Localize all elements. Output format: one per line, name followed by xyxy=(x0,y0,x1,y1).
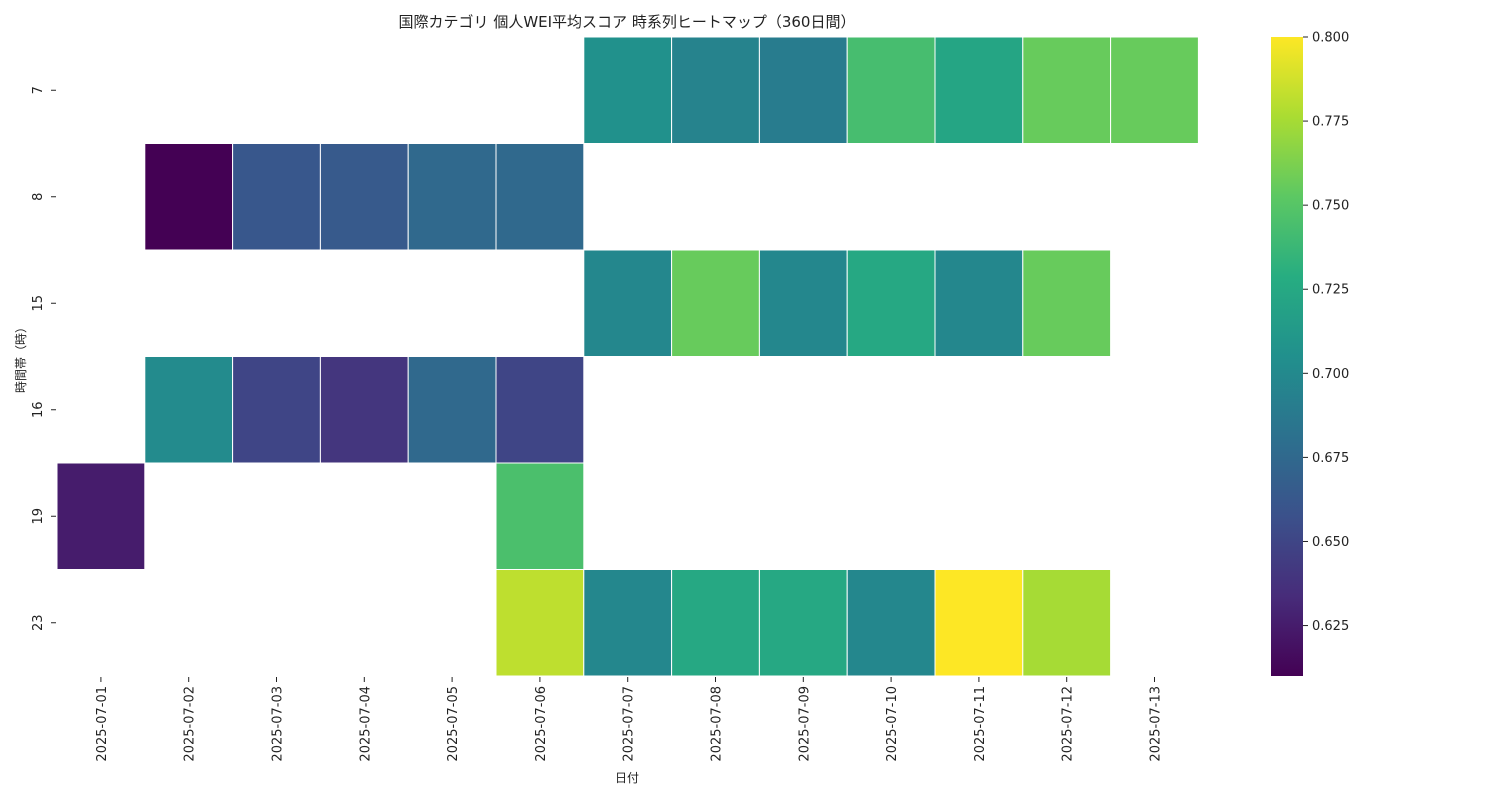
colorbar-tick-label: 0.800 xyxy=(1312,31,1349,46)
colorbar-tick-label: 0.725 xyxy=(1312,283,1349,298)
x-tick-label: 2025-07-04 xyxy=(358,686,373,762)
x-tick-label: 2025-07-08 xyxy=(710,686,725,762)
colorbar-tick-label: 0.775 xyxy=(1312,115,1349,130)
heatmap-cell xyxy=(846,249,936,357)
heatmap-cell xyxy=(583,569,673,677)
heatmap-cell xyxy=(232,143,321,251)
heatmap-cell xyxy=(495,143,585,251)
heatmap-cell xyxy=(144,356,234,464)
x-tick-label: 2025-07-09 xyxy=(797,686,812,762)
colorbar-ticks: 0.625 0.650 0.675 0.700 0.725 0.750 0.775 0.800 xyxy=(1303,31,1349,634)
colorbar xyxy=(1271,37,1303,676)
heatmap-cell xyxy=(934,569,1024,677)
x-tick-label: 2025-07-07 xyxy=(622,686,637,762)
y-tick-label: 16 xyxy=(31,401,46,418)
heatmap-cell xyxy=(56,462,146,570)
heatmap-cell xyxy=(319,143,409,251)
heatmap-cell xyxy=(934,249,1024,357)
heatmap-cell xyxy=(671,249,760,357)
colorbar-tick-label: 0.700 xyxy=(1312,367,1349,382)
y-axis-title: 時間帯（時） xyxy=(14,321,28,393)
x-tick-label: 2025-07-12 xyxy=(1061,686,1076,762)
heatmap-cell xyxy=(232,356,321,464)
heatmap-cell xyxy=(319,356,409,464)
heatmap-cell xyxy=(1022,249,1112,357)
x-tick-label: 2025-07-06 xyxy=(534,686,549,762)
x-axis-title: 日付 xyxy=(615,771,639,785)
heatmap-cell xyxy=(758,249,848,357)
x-tick-label: 2025-07-03 xyxy=(271,686,286,762)
x-tick-label: 2025-07-02 xyxy=(183,686,198,762)
heatmap-cell xyxy=(495,462,585,570)
heatmap-cell xyxy=(934,36,1024,144)
x-tick-label: 2025-07-01 xyxy=(95,686,110,762)
heatmap-cell xyxy=(1110,36,1199,144)
heatmap-cell xyxy=(671,569,760,677)
colorbar-tick-label: 0.675 xyxy=(1312,451,1349,466)
heatmap-cells xyxy=(56,36,1199,677)
heatmap-cell xyxy=(495,569,585,677)
x-axis-ticks: 2025-07-01 2025-07-02 2025-07-03 2025-07-04… xyxy=(95,677,1164,762)
heatmap-cell xyxy=(846,36,936,144)
heatmap-cell xyxy=(1022,569,1112,677)
x-tick-label: 2025-07-13 xyxy=(1149,686,1164,762)
colorbar-tick-label: 0.750 xyxy=(1312,199,1349,214)
heatmap-cell xyxy=(671,36,760,144)
heatmap-cell xyxy=(758,36,848,144)
x-tick-label: 2025-07-11 xyxy=(973,686,988,762)
heatmap-cell xyxy=(846,569,936,677)
x-tick-label: 2025-07-05 xyxy=(446,686,461,762)
y-tick-label: 7 xyxy=(31,86,46,94)
y-tick-label: 23 xyxy=(31,614,46,631)
heatmap-cell xyxy=(758,569,848,677)
heatmap-cell xyxy=(407,356,497,464)
heatmap-cell xyxy=(495,356,585,464)
heatmap-cell xyxy=(144,143,234,251)
y-tick-label: 15 xyxy=(31,295,46,312)
heatmap-cell xyxy=(1022,36,1112,144)
heatmap-cell xyxy=(407,143,497,251)
colorbar-tick-label: 0.625 xyxy=(1312,619,1349,634)
y-axis-ticks: 7 8 15 16 19 23 xyxy=(31,86,56,631)
colorbar-tick-label: 0.650 xyxy=(1312,535,1349,550)
chart-title: 国際カテゴリ 個人WEI平均スコア 時系列ヒートマップ（360日間） xyxy=(399,13,856,31)
heatmap-cell xyxy=(583,249,673,357)
x-tick-label: 2025-07-10 xyxy=(885,686,900,762)
y-tick-label: 19 xyxy=(31,508,46,525)
heatmap-cell xyxy=(583,36,673,144)
y-tick-label: 8 xyxy=(31,193,46,201)
